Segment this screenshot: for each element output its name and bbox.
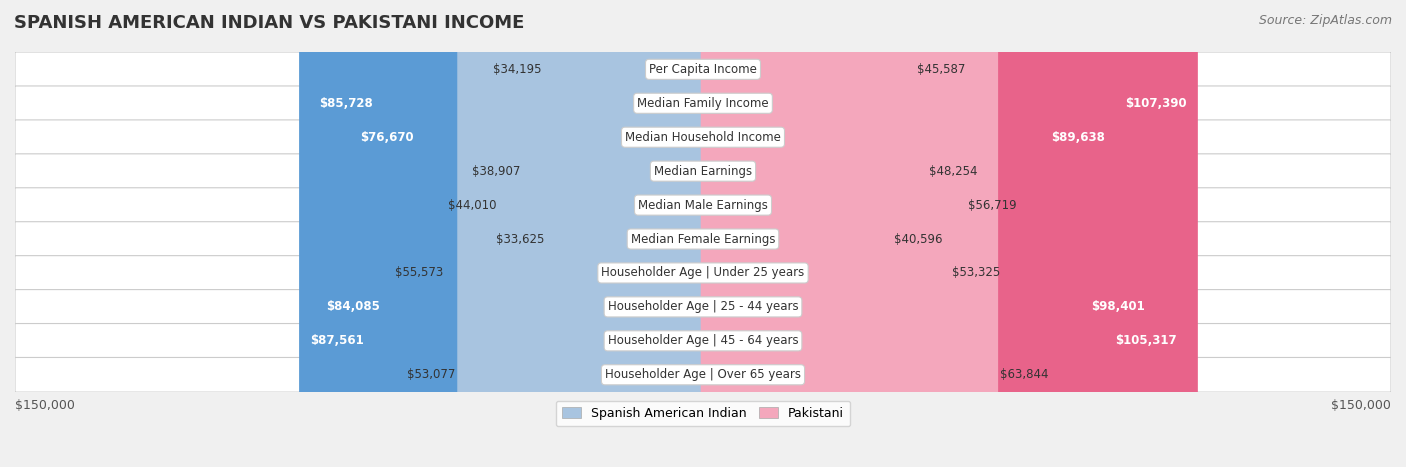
Text: Householder Age | Under 25 years: Householder Age | Under 25 years [602, 267, 804, 279]
Text: Source: ZipAtlas.com: Source: ZipAtlas.com [1258, 14, 1392, 27]
FancyBboxPatch shape [700, 0, 950, 467]
Text: $38,907: $38,907 [471, 165, 520, 177]
FancyBboxPatch shape [700, 0, 1188, 467]
Text: Householder Age | Over 65 years: Householder Age | Over 65 years [605, 368, 801, 381]
FancyBboxPatch shape [15, 86, 1391, 120]
FancyBboxPatch shape [544, 0, 706, 467]
FancyBboxPatch shape [446, 0, 706, 467]
FancyBboxPatch shape [15, 357, 1391, 392]
Text: Median Earnings: Median Earnings [654, 165, 752, 177]
Text: $33,625: $33,625 [496, 233, 544, 246]
Text: $98,401: $98,401 [1091, 300, 1144, 313]
Text: Median Household Income: Median Household Income [626, 131, 780, 144]
Text: $107,390: $107,390 [1125, 97, 1187, 110]
FancyBboxPatch shape [15, 154, 1391, 189]
Text: $45,587: $45,587 [917, 63, 965, 76]
FancyBboxPatch shape [547, 0, 706, 467]
FancyBboxPatch shape [315, 0, 706, 467]
FancyBboxPatch shape [499, 0, 706, 467]
Text: Householder Age | 45 - 64 years: Householder Age | 45 - 64 years [607, 334, 799, 347]
FancyBboxPatch shape [15, 188, 1391, 222]
Text: Per Capita Income: Per Capita Income [650, 63, 756, 76]
Text: $34,195: $34,195 [494, 63, 541, 76]
Text: $84,085: $84,085 [326, 300, 381, 313]
Text: $87,561: $87,561 [311, 334, 364, 347]
FancyBboxPatch shape [299, 0, 706, 467]
FancyBboxPatch shape [15, 120, 1391, 155]
FancyBboxPatch shape [308, 0, 706, 467]
Text: $55,573: $55,573 [395, 267, 443, 279]
FancyBboxPatch shape [15, 324, 1391, 358]
Text: $48,254: $48,254 [929, 165, 977, 177]
FancyBboxPatch shape [700, 0, 1157, 467]
FancyBboxPatch shape [457, 0, 706, 467]
Text: Median Male Earnings: Median Male Earnings [638, 198, 768, 212]
Text: $76,670: $76,670 [360, 131, 415, 144]
FancyBboxPatch shape [700, 0, 891, 467]
Text: $150,000: $150,000 [15, 398, 75, 411]
Legend: Spanish American Indian, Pakistani: Spanish American Indian, Pakistani [555, 401, 851, 426]
Text: $89,638: $89,638 [1052, 131, 1105, 144]
FancyBboxPatch shape [522, 0, 706, 467]
Text: $56,719: $56,719 [967, 198, 1017, 212]
FancyBboxPatch shape [700, 0, 927, 467]
FancyBboxPatch shape [15, 222, 1391, 256]
Text: $85,728: $85,728 [319, 97, 373, 110]
Text: Median Family Income: Median Family Income [637, 97, 769, 110]
FancyBboxPatch shape [15, 255, 1391, 290]
Text: SPANISH AMERICAN INDIAN VS PAKISTANI INCOME: SPANISH AMERICAN INDIAN VS PAKISTANI INC… [14, 14, 524, 32]
Text: $44,010: $44,010 [449, 198, 496, 212]
Text: $105,317: $105,317 [1115, 334, 1177, 347]
FancyBboxPatch shape [700, 0, 1198, 467]
FancyBboxPatch shape [700, 0, 1116, 467]
Text: $63,844: $63,844 [1001, 368, 1049, 381]
Text: $53,077: $53,077 [406, 368, 456, 381]
FancyBboxPatch shape [15, 290, 1391, 324]
FancyBboxPatch shape [700, 0, 998, 467]
FancyBboxPatch shape [700, 0, 966, 467]
FancyBboxPatch shape [15, 52, 1391, 87]
FancyBboxPatch shape [700, 0, 914, 467]
FancyBboxPatch shape [349, 0, 706, 467]
Text: Householder Age | 25 - 44 years: Householder Age | 25 - 44 years [607, 300, 799, 313]
Text: $40,596: $40,596 [894, 233, 942, 246]
Text: $150,000: $150,000 [1331, 398, 1391, 411]
Text: Median Female Earnings: Median Female Earnings [631, 233, 775, 246]
Text: $53,325: $53,325 [952, 267, 1001, 279]
